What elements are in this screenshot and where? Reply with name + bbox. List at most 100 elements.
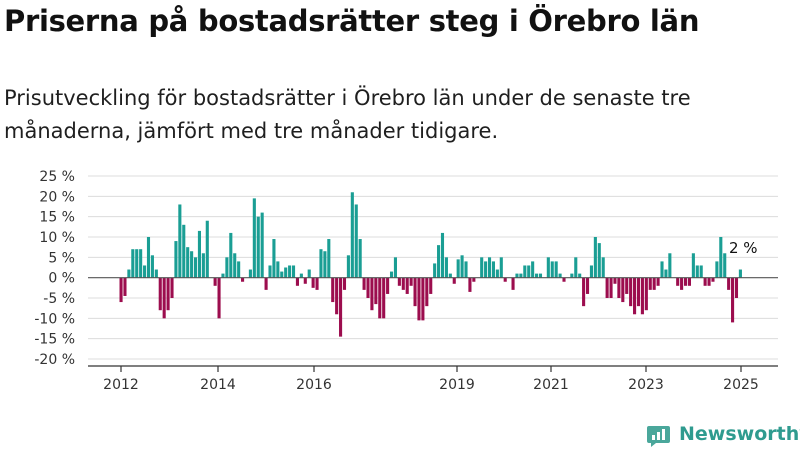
bar — [593, 237, 597, 278]
bar — [683, 277, 688, 286]
bar — [707, 277, 711, 286]
bar — [433, 263, 437, 278]
y-tick-label: 0 % — [48, 271, 75, 287]
bar — [260, 212, 264, 278]
bar — [546, 257, 550, 278]
bar — [366, 277, 370, 298]
bar — [213, 277, 217, 286]
bar — [448, 273, 452, 278]
bar — [123, 277, 127, 296]
bar — [421, 277, 425, 321]
bar — [680, 277, 684, 290]
bar — [127, 269, 131, 278]
bar — [288, 265, 292, 278]
bar — [335, 277, 339, 315]
bar — [578, 273, 582, 278]
x-axis-ticks: 2012 2014 2016 2019 2021 2023 2025 — [103, 366, 759, 393]
bar — [303, 277, 307, 284]
bar — [401, 277, 405, 290]
bar — [307, 269, 311, 278]
bar — [621, 277, 625, 303]
bar — [327, 239, 331, 278]
bar — [503, 277, 507, 282]
bar — [527, 265, 531, 278]
bar — [162, 277, 166, 319]
x-tick-label: 2023 — [628, 377, 664, 393]
bar — [491, 261, 495, 278]
bar — [429, 277, 433, 294]
bar — [378, 277, 382, 319]
bar — [323, 251, 327, 278]
bar — [468, 277, 472, 292]
bar — [397, 277, 401, 286]
bar — [405, 277, 409, 294]
bar — [636, 277, 641, 307]
y-tick-label: 20 % — [39, 189, 75, 205]
bar — [668, 253, 672, 278]
bar — [186, 247, 190, 278]
bar — [487, 257, 492, 278]
bar — [280, 271, 284, 278]
bar — [609, 277, 613, 298]
y-tick-label: 25 % — [39, 169, 75, 185]
bar — [221, 273, 225, 278]
bar — [538, 273, 543, 278]
bar — [350, 192, 354, 278]
bar — [119, 277, 123, 303]
bar — [734, 277, 739, 298]
bar — [150, 255, 154, 278]
bar — [225, 257, 229, 278]
bar — [640, 277, 644, 315]
bar — [629, 277, 633, 307]
bar — [393, 257, 397, 278]
bar — [319, 249, 323, 278]
x-tick-label: 2012 — [103, 377, 139, 393]
bar — [331, 277, 335, 303]
bar — [656, 277, 660, 286]
bar — [382, 277, 386, 319]
bar — [311, 277, 315, 288]
y-axis-tick-labels: 25 % 20 % 15 % 10 % 5 % 0 % -5 % -10 % -15 % -20 … — [34, 169, 75, 368]
bar — [625, 277, 629, 294]
bar — [193, 257, 198, 278]
newsworthy-brand-name: Newsworthy — [679, 423, 800, 445]
bar — [597, 243, 601, 278]
y-tick-label: -15 % — [34, 332, 75, 348]
bar — [201, 253, 205, 278]
bar — [315, 277, 319, 290]
bar — [241, 277, 245, 282]
bar — [695, 265, 699, 278]
newsworthy-logo: Newsworthy — [646, 419, 800, 449]
bar — [272, 239, 276, 278]
bar — [562, 277, 566, 282]
y-tick-label: -5 % — [43, 291, 75, 307]
bar — [617, 277, 621, 298]
bar — [370, 277, 374, 311]
bar — [264, 277, 268, 290]
bar — [444, 257, 448, 278]
x-tick-label: 2021 — [533, 377, 569, 393]
bar — [523, 265, 527, 278]
bar — [452, 277, 456, 284]
bar — [703, 277, 707, 286]
bar — [601, 257, 605, 278]
bar — [256, 216, 260, 278]
bar — [531, 261, 535, 278]
bar — [166, 277, 170, 311]
bar — [154, 269, 158, 278]
bar — [170, 277, 174, 298]
bar — [425, 277, 429, 307]
bar — [687, 277, 691, 286]
bar — [589, 265, 593, 278]
bar — [233, 253, 237, 278]
bar — [358, 239, 362, 278]
x-tick-label: 2014 — [200, 377, 236, 393]
bar — [515, 273, 519, 278]
bar — [456, 259, 460, 278]
bar — [413, 277, 417, 307]
bar — [691, 253, 695, 278]
bar — [613, 277, 617, 284]
bar — [633, 277, 637, 315]
x-tick-label: 2025 — [723, 377, 759, 393]
